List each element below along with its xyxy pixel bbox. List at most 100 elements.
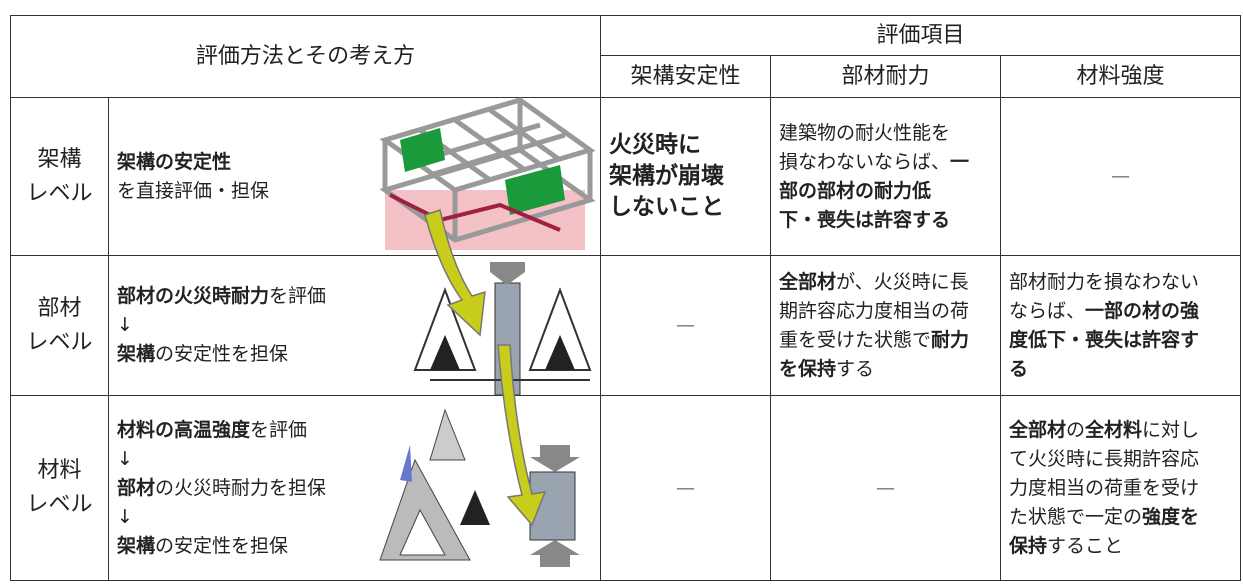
text-line: 保持すること [1009,532,1232,561]
level-line: 材料 [37,458,82,483]
text-run: — [1111,165,1130,187]
text-run: 火災時に [609,132,701,158]
text-run: 重を受けた状態で [779,328,932,351]
text-run: 全部材 [1009,418,1067,441]
header-items: 評価項目 [599,15,1242,56]
text-run: の火災時耐力を担保 [155,476,327,499]
text-line: を直接評価・担保 [117,177,592,206]
level-line: レベル [26,492,93,517]
text-run: しないこと [609,194,724,220]
text-run: 下・喪失は許容する [779,208,951,231]
text-run: に対し [1142,418,1200,441]
text-run: る [1009,357,1029,380]
text-run: — [876,476,895,499]
text-line: 度低下・喪失は許容す [1009,326,1232,355]
text-line: 架構の安定性を担保 [117,340,592,369]
text-line: た状態で一定の強度を [1009,503,1232,532]
level: 架構 レベル [10,97,109,256]
header-method: 評価方法とその考え方 [10,15,601,98]
level-line: 架構 [37,146,82,172]
text-line: 架構が崩壊 [609,161,762,192]
text-run: 架構 [117,534,156,557]
text-line: 期許容応力度相当の荷 [779,297,992,326]
text-run: 全部材 [779,270,837,293]
text-line: — [779,474,992,503]
level-line: レベル [26,329,93,355]
text-run: 部材耐力を損なわない [1009,270,1200,293]
method: 材料の高温強度を評価 ↓ 部材の火災時耐力を担保 ↓ 架構の安定性を担保 [108,395,601,581]
text-line: ↓ [117,311,592,340]
text-line: 下・喪失は許容する [779,206,992,235]
text-run: 損なわないならば、 [779,150,951,173]
text-run: 一部の材の強 [1085,299,1200,322]
header-column: 部材耐力 [770,55,1001,98]
text-run: — [676,476,695,499]
text-run: ↓ [117,447,133,470]
level-line: レベル [26,180,93,206]
material: 全部材の全材料に対し て火災時に長期許容応 力度相当の荷重を受け た状態で一定の強度を… [999,395,1242,581]
text-run: 部の部材の耐力低 [779,179,932,202]
text-run: 架構 [117,343,156,365]
text-run: 度低下・喪失は許容す [1009,328,1200,351]
text-line: ならば、一部の材の強 [1009,297,1232,326]
text-line: — [609,311,762,340]
text-line: 架構の安定性 [117,148,592,177]
text-line: ↓ [117,445,592,474]
text-run: 強度を [1142,505,1200,528]
text-line: 部材の火災時耐力を担保 [117,474,592,503]
text-line: 部材耐力を損なわない [1009,268,1232,297]
stability: 火災時に架構が崩壊しないこと [600,97,771,256]
text-run: の [1066,418,1086,441]
text-run: の安定性を担保 [155,534,289,557]
text-run: 部材の火災時耐力 [117,285,270,307]
stability: — [600,255,771,396]
text-line: て火災時に長期許容応 [1009,445,1232,474]
method: 部材の火災時耐力を評価 ↓ 架構の安定性を担保 [108,255,601,396]
text-run: の安定性を担保 [155,343,289,365]
header-column: 架構安定性 [600,55,771,98]
evaluation-table: 評価方法とその考え方 評価項目 架構安定性 部材耐力 材料強度 架構 レベル 架構の安定性… [10,15,1242,581]
text-run: 架構の安定性 [117,150,232,173]
text-run: ならば、 [1009,299,1086,322]
text-run: すること [1047,534,1124,557]
strength: 建築物の耐火性能を 損なわないならば、一 部の部材の耐力低 下・喪失は許容する [770,97,1001,256]
text-line: 全部材が、火災時に長 [779,268,992,297]
text-line: る [1009,355,1232,384]
text-run: 建築物の耐火性能を [779,121,951,144]
level: 部材 レベル [10,255,109,396]
text-line: — [1009,162,1232,191]
text-run: する [836,357,875,380]
text-line: 建築物の耐火性能を [779,119,992,148]
text-line: 部の部材の耐力低 [779,177,992,206]
text-run: 力度相当の荷重を受け [1009,476,1200,499]
text-run: 架構が崩壊 [609,163,724,189]
text-run: 一 [950,150,970,173]
text-line: 全部材の全材料に対し [1009,416,1232,445]
method: 架構の安定性を直接評価・担保 [108,97,601,256]
text-line: を保持する [779,355,992,384]
text-line: 材料の高温強度を評価 [117,416,592,445]
material: — [999,97,1242,256]
text-line: — [609,474,762,503]
header-column: 材料強度 [999,55,1242,98]
text-run: ↓ [117,314,133,336]
stability: — [600,395,771,581]
text-run: を評価 [269,285,327,307]
text-run: を保持 [779,357,837,380]
text-run: 保持 [1009,534,1048,557]
text-run: が、火災時に長 [836,270,969,293]
text-run: た状態で一定の [1009,505,1143,528]
material: 部材耐力を損なわない ならば、一部の材の強 度低下・喪失は許容する [999,255,1242,396]
level: 材料 レベル [10,395,109,581]
text-line: 火災時に [609,130,762,161]
text-run: 部材 [117,476,156,499]
strength: 全部材が、火災時に長 期許容応力度相当の荷 重を受けた状態で耐力 を保持する [770,255,1001,396]
text-run: を評価 [250,418,308,441]
text-line: 損なわないならば、一 [779,148,992,177]
text-run: 材料の高温強度 [117,418,251,441]
text-run: — [676,314,695,336]
level-line: 部材 [37,295,82,321]
text-run: 全材料 [1085,418,1143,441]
text-run: て火災時に長期許容応 [1009,447,1200,470]
